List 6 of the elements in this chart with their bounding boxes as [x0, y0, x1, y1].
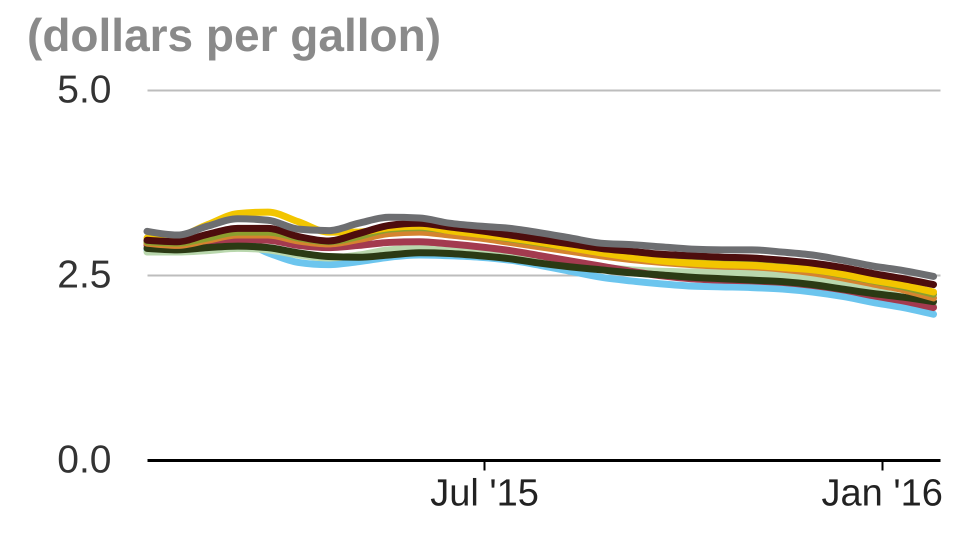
- x-tick-label: Jul '15: [430, 472, 539, 514]
- x-tick-label: Jan '16: [821, 472, 943, 514]
- chart-title: (dollars per gallon): [27, 9, 442, 61]
- y-tick-label: 0.0: [57, 438, 112, 482]
- y-tick-label: 2.5: [57, 254, 112, 296]
- y-tick-label: 5.0: [57, 68, 112, 112]
